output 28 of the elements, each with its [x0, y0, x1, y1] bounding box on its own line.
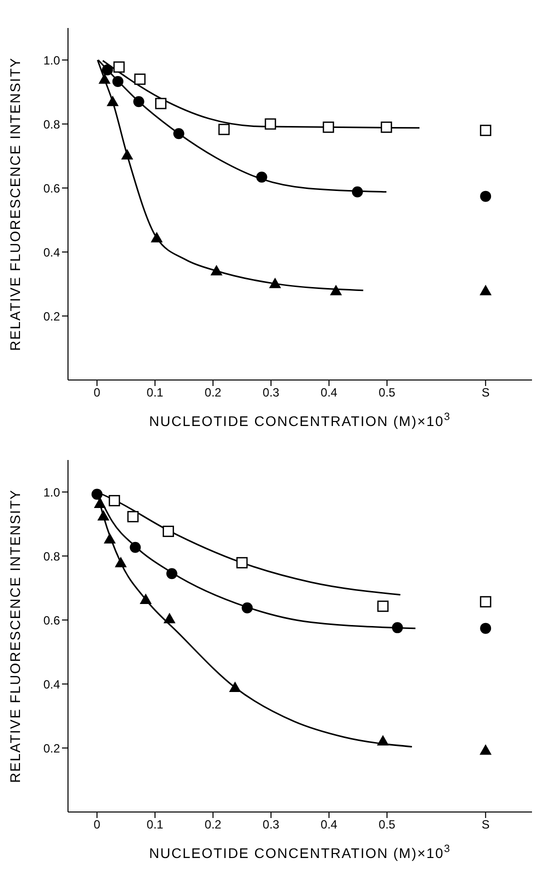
y-tick-label: 0.4 [43, 677, 60, 692]
x-axis-title: NUCLEOTIDE CONCENTRATION (M)×10$^{3}$ [149, 843, 451, 861]
y-tick-label: 1.0 [43, 53, 60, 68]
y-tick-label: 1.0 [43, 485, 60, 500]
x-tick-label: 0.2 [204, 818, 222, 832]
x-tick-label: 0.3 [262, 386, 280, 400]
x-tick-label: 0 [94, 818, 101, 832]
x-tick-label: 0 [94, 386, 101, 400]
y-tick-label: 0.2 [43, 741, 60, 756]
y-tick-label: 0.6 [43, 613, 60, 628]
y-tick-label: 0.2 [43, 309, 60, 324]
x-tick-label: 0.2 [204, 386, 222, 400]
x-tick-label: S [482, 386, 490, 400]
x-tick-label: 0.5 [378, 818, 396, 832]
y-tick-label: 0.8 [43, 117, 60, 132]
x-tick-label: 0.5 [378, 386, 396, 400]
y-tick-label: 0.8 [43, 549, 60, 564]
y-tick-label: 0.4 [43, 245, 60, 260]
x-tick-label: 0.3 [262, 818, 280, 832]
x-tick-label: 0.1 [146, 818, 164, 832]
x-axis-title: NUCLEOTIDE CONCENTRATION (M)×10$^{3}$ [149, 411, 451, 429]
y-axis-title: RELATIVE FLUORESCENCE INTENSITY [7, 57, 23, 351]
y-tick-label: 0.6 [43, 181, 60, 196]
x-tick-label: S [482, 818, 490, 832]
x-tick-label: 0.1 [146, 386, 164, 400]
x-tick-label: 0.4 [320, 386, 338, 400]
y-axis-title: RELATIVE FLUORESCENCE INTENSITY [7, 489, 23, 783]
x-tick-label: 0.4 [320, 818, 338, 832]
